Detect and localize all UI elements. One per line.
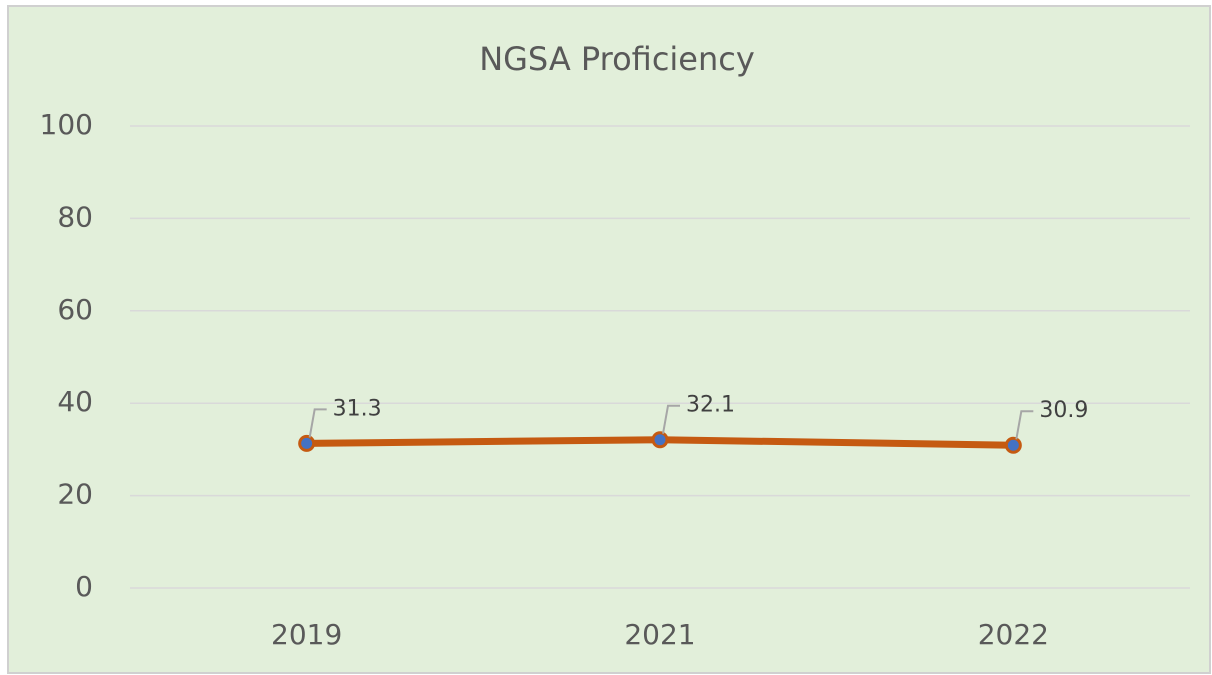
y-tick-label: 100 — [40, 108, 93, 141]
chart-background — [7, 5, 1211, 674]
y-tick-label: 0 — [75, 570, 93, 603]
y-tick-label: 80 — [57, 200, 93, 233]
y-tick-label: 60 — [57, 293, 93, 326]
leader-line — [308, 408, 327, 438]
data-label: 30.9 — [1039, 398, 1088, 423]
chart-title: NGSA Proficiency — [479, 40, 755, 78]
y-tick-label: 20 — [57, 478, 93, 511]
leader-line — [662, 404, 680, 434]
data-point — [1004, 436, 1022, 454]
x-tick-label: 2019 — [271, 618, 342, 651]
data-point — [651, 431, 669, 449]
x-tick-label: 2021 — [624, 618, 695, 651]
data-point — [298, 434, 316, 452]
data-label: 31.3 — [333, 396, 382, 421]
y-tick-label: 40 — [57, 385, 93, 418]
data-label: 32.1 — [686, 393, 735, 418]
leader-line — [1015, 410, 1034, 440]
x-tick-label: 2022 — [978, 618, 1049, 651]
